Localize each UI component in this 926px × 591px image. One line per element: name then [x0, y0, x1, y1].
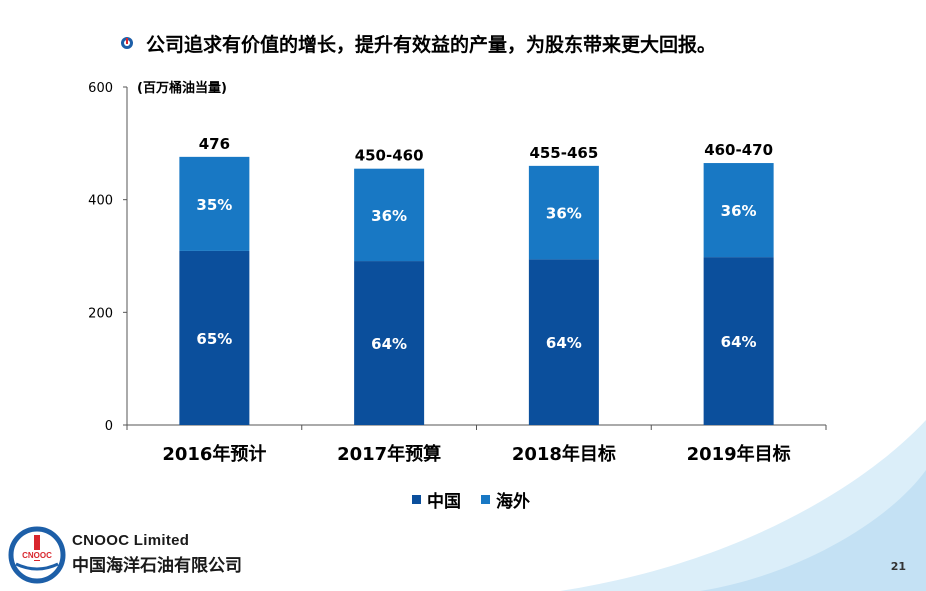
- legend-label-china: 中国: [427, 492, 461, 512]
- data-label-china: 64%: [721, 333, 757, 351]
- legend-swatch-china: [412, 495, 421, 504]
- legend-item-china: 中国: [412, 487, 461, 512]
- y-tick-label: 0: [105, 419, 113, 434]
- data-label-overseas: 36%: [546, 205, 582, 223]
- bar-china: [528, 259, 599, 425]
- company-name-en: CNOOC Limited: [72, 532, 190, 549]
- company-name: CNOOC Limited 中国海洋石油有限公司: [72, 532, 242, 576]
- total-label: 455-465: [529, 144, 598, 162]
- legend-item-overseas: 海外: [481, 487, 530, 512]
- bar-overseas: [703, 163, 774, 258]
- y-tick-label: 200: [88, 306, 113, 321]
- data-label-overseas: 36%: [371, 207, 407, 225]
- bar-china: [354, 261, 425, 425]
- company-name-cn: 中国海洋石油有限公司: [72, 556, 242, 575]
- bar-overseas: [528, 165, 599, 260]
- cnooc-bullet-icon: [121, 37, 133, 49]
- headline-text: 公司追求有价值的增长，提升有效益的产量，为股东带来更大回报。: [146, 33, 717, 56]
- bar-china: [703, 257, 774, 425]
- cnooc-logo: CNOOC: [8, 526, 66, 584]
- y-tick-label: 600: [88, 81, 113, 96]
- bar-overseas: [179, 156, 250, 251]
- legend: 中国 海外: [412, 487, 530, 512]
- unit-label: (百万桶油当量): [137, 80, 227, 96]
- legend-swatch-overseas: [481, 495, 490, 504]
- bar-overseas: [354, 168, 425, 262]
- legend-label-overseas: 海外: [496, 492, 530, 512]
- x-tick-label: 2017年预算: [337, 443, 441, 465]
- data-label-overseas: 36%: [721, 202, 757, 220]
- data-label-china: 65%: [196, 330, 232, 348]
- page-number: 21: [890, 560, 906, 573]
- total-label: 450-460: [355, 147, 424, 165]
- logo-text: CNOOC: [22, 551, 52, 560]
- total-label: 476: [199, 135, 230, 153]
- y-tick-label: 400: [88, 194, 113, 209]
- data-label-overseas: 35%: [196, 196, 232, 214]
- bars: [179, 156, 774, 425]
- headline: 公司追求有价值的增长，提升有效益的产量，为股东带来更大回报。: [120, 30, 716, 56]
- data-label-china: 64%: [371, 335, 407, 353]
- data-label-china: 64%: [546, 334, 582, 352]
- x-tick-label: 2019年目标: [687, 443, 791, 465]
- labels: 65% 35% 476 2016年预计 64% 36% 450-460 2017年预算 64% 3…: [162, 135, 790, 465]
- x-tick-label: 2018年目标: [512, 443, 616, 465]
- stacked-bar-chart: 0 200 400 600 (百万桶油当量) 65% 35% 476 2016年预计 64% 36…: [88, 80, 827, 465]
- total-label: 460-470: [704, 141, 773, 159]
- axes: 0 200 400 600 (百万桶油当量): [88, 80, 827, 434]
- bar-china: [179, 250, 250, 425]
- x-tick-label: 2016年预计: [162, 443, 266, 465]
